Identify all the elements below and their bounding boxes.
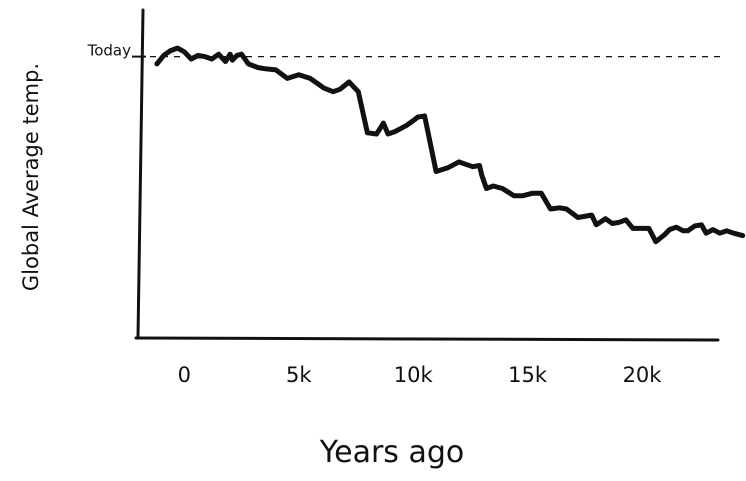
x-tick-label: 20k <box>623 363 663 387</box>
series-group <box>154 45 746 245</box>
x-tick-label: 5k <box>286 363 312 387</box>
y-axis-label: Global Average temp. <box>19 63 43 291</box>
x-tick-labels: 0 5k 10k 15k 20k <box>178 363 663 387</box>
today-label: Today <box>87 42 132 60</box>
x-tick-label: 10k <box>394 363 434 387</box>
y-axis <box>136 8 145 339</box>
x-tick-label: 0 <box>178 363 191 387</box>
x-axis <box>134 336 720 342</box>
x-axis-label: Years ago <box>319 435 464 470</box>
x-tick-label: 15k <box>508 363 548 387</box>
temperature-series-line <box>154 45 746 245</box>
